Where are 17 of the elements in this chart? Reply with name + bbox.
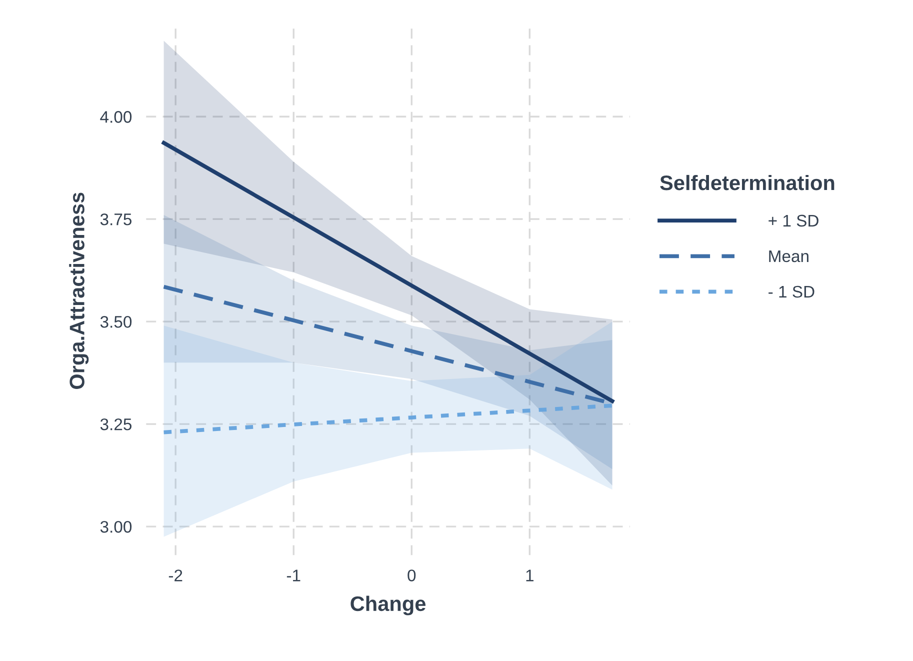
y-tick-label: 3.50 — [100, 316, 132, 328]
legend-label: - 1 SD — [768, 286, 814, 298]
y-tick-label: 3.75 — [100, 214, 132, 226]
x-tick-label: -1 — [286, 570, 300, 582]
line-series — [162, 140, 614, 404]
y-axis-title: Orga.Attractiveness — [69, 192, 89, 389]
y-tick-label: 3.00 — [100, 520, 132, 533]
legend-label: Mean — [769, 250, 808, 262]
x-tick-label: -2 — [168, 570, 182, 582]
legend-title: Selfdetermination — [660, 174, 834, 190]
line-series — [162, 404, 614, 434]
x-axis-title: Change — [350, 596, 426, 616]
x-tick-label: 0 — [408, 570, 416, 582]
x-tick-label: 1 — [526, 570, 534, 582]
y-tick-label: 3.25 — [100, 418, 132, 430]
legend-label: + 1 SD — [768, 214, 818, 227]
y-tick-label: 4.00 — [100, 111, 132, 123]
